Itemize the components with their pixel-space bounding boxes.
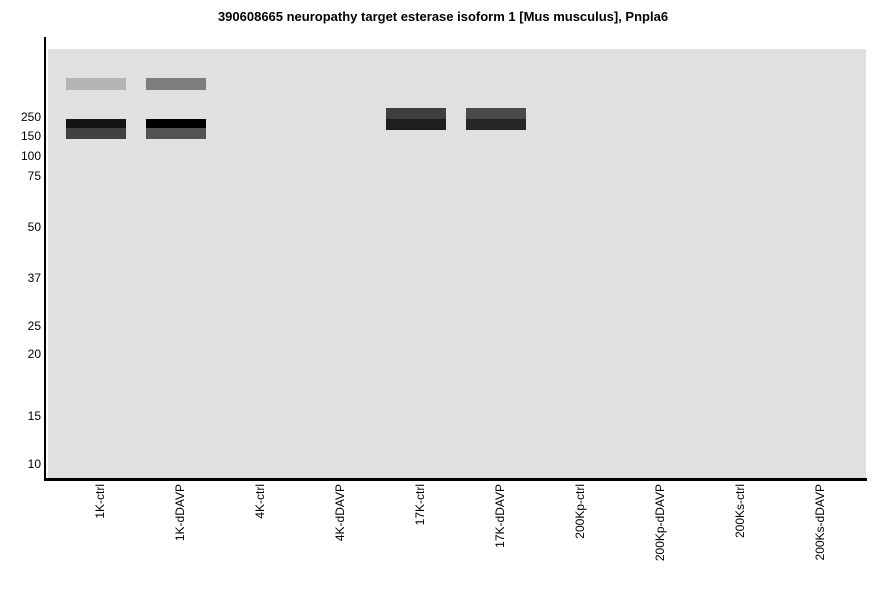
y-tick-label-25: 25 — [27, 319, 41, 333]
y-tick-label-10: 10 — [27, 457, 41, 471]
y-tick-label-50: 50 — [27, 220, 41, 234]
y-tick-label-75: 75 — [27, 169, 41, 183]
y-tick-label-20: 20 — [27, 347, 41, 361]
lane-label-200Ks-dDAVP: 200Ks-dDAVP — [813, 484, 827, 561]
lane-label-4K-dDAVP: 4K-dDAVP — [333, 484, 347, 542]
lane-label-17K-ctrl: 17K-ctrl — [413, 484, 427, 526]
band-segment — [66, 119, 126, 128]
band-segment — [466, 108, 526, 119]
lane-label-200Kp-dDAVP: 200Kp-dDAVP — [653, 484, 667, 562]
band-segment — [146, 119, 206, 128]
y-tick-label-100: 100 — [20, 149, 41, 163]
plot-area — [48, 49, 866, 478]
band-segment — [466, 119, 526, 130]
band-segment — [386, 108, 446, 119]
band-segment — [66, 78, 126, 90]
figure-title: 390608665 neuropathy target esterase iso… — [217, 9, 669, 24]
lane-label-4K-ctrl: 4K-ctrl — [253, 484, 267, 519]
band-segment — [146, 78, 206, 90]
band-17K-dDAVP-~250 — [466, 108, 526, 130]
band-segment — [146, 128, 206, 139]
band-1K-dDAVP-150-250 — [146, 119, 206, 139]
y-tick-label-250: 250 — [20, 110, 41, 124]
y-tick-label-15: 15 — [27, 409, 41, 423]
lane-label-200Ks-ctrl: 200Ks-ctrl — [733, 484, 747, 539]
band-1K-ctrl-150-250 — [66, 119, 126, 139]
band-1K-dDAVP-above 250 — [146, 78, 206, 90]
y-tick-label-37: 37 — [27, 271, 41, 285]
lane-label-17K-dDAVP: 17K-dDAVP — [493, 484, 507, 548]
band-1K-ctrl-above 250 — [66, 78, 126, 90]
band-segment — [66, 128, 126, 139]
x-axis-line — [44, 478, 867, 481]
band-17K-ctrl-~250 — [386, 108, 446, 130]
y-axis-line — [44, 37, 46, 481]
lane-label-1K-dDAVP: 1K-dDAVP — [173, 484, 187, 542]
lane-label-1K-ctrl: 1K-ctrl — [93, 484, 107, 519]
y-tick-label-150: 150 — [20, 129, 41, 143]
lane-label-200Kp-ctrl: 200Kp-ctrl — [573, 484, 587, 539]
band-segment — [386, 119, 446, 130]
